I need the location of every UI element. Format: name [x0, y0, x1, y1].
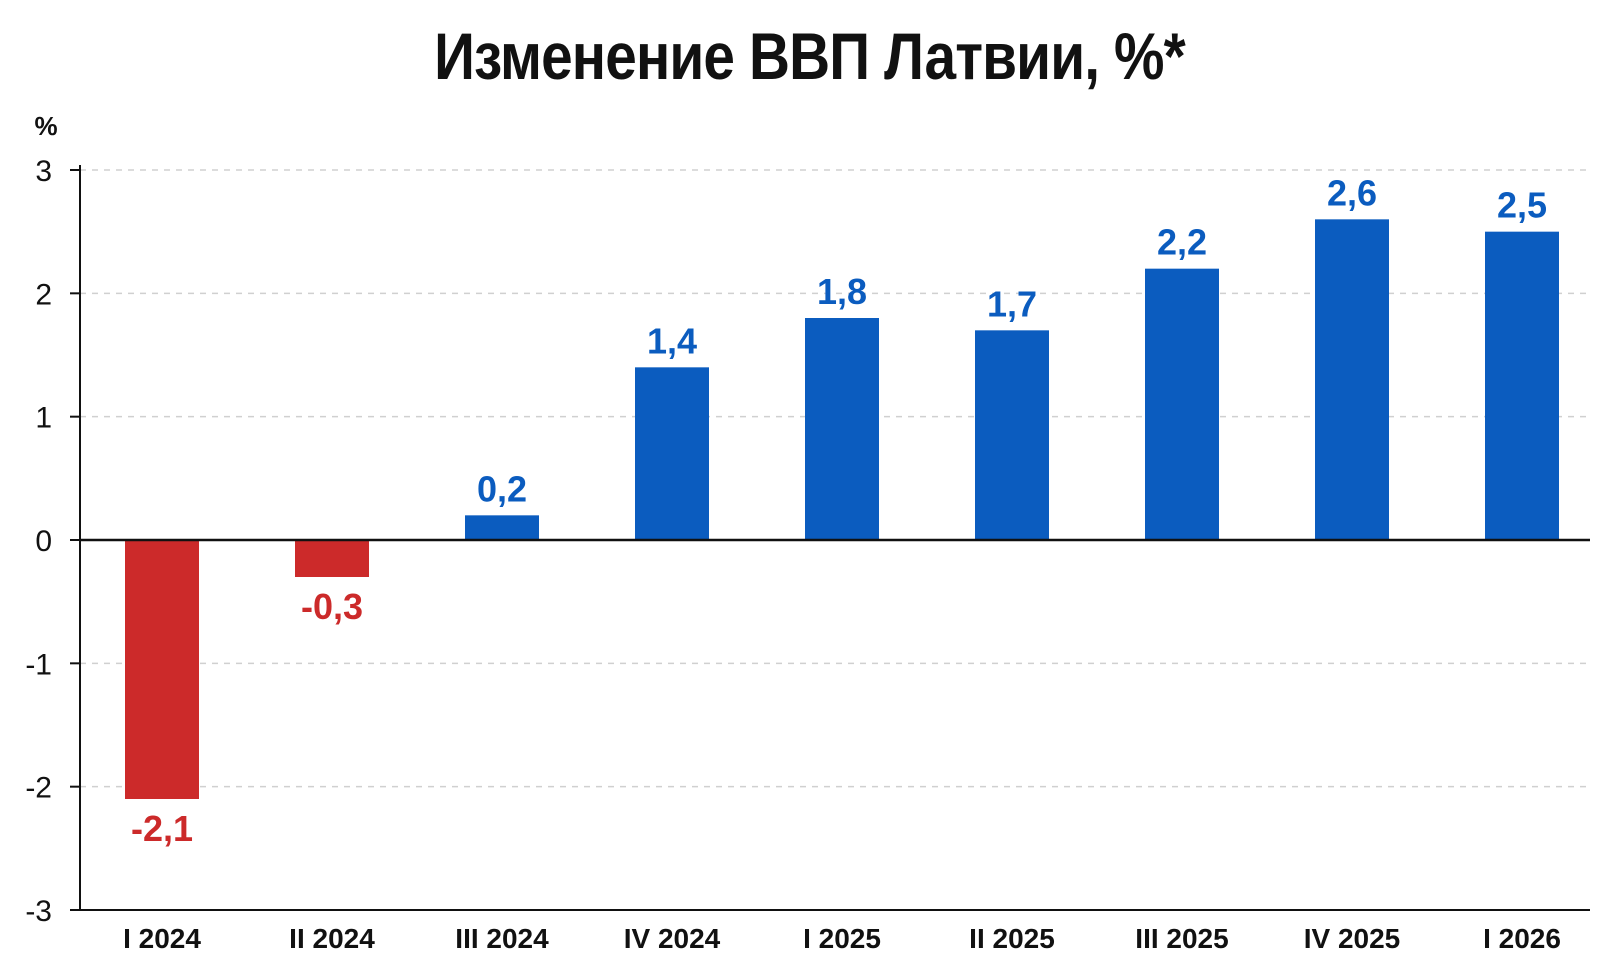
category-labels: I 2024 II 2024 III 2024 IV 2024 I 2025 II 202…: [123, 923, 1561, 954]
bar-value-label: 1,4: [647, 320, 697, 361]
bar-value-label: 2,6: [1327, 172, 1377, 213]
x-tick-label: III 2025: [1135, 923, 1228, 954]
y-axis-ticks: -3 -2 -1 0 1 2 3: [25, 155, 80, 928]
x-tick-label: II 2024: [289, 923, 375, 954]
y-tick-label: -1: [25, 648, 52, 681]
bar: [465, 515, 539, 540]
y-tick-label: 2: [35, 278, 52, 311]
value-labels: -2,1 -0,3 0,2 1,4 1,8 1,7 2,2 2,6 2,5: [131, 172, 1547, 849]
bar-value-label: 1,8: [817, 271, 867, 312]
bar-value-label: -2,1: [131, 808, 193, 849]
y-tick-label: 1: [35, 402, 52, 435]
y-tick-label: -2: [25, 772, 52, 805]
y-tick-label: 0: [35, 525, 52, 558]
bar-value-label: -0,3: [301, 586, 363, 627]
y-tick-label: 3: [35, 155, 52, 188]
bar: [1315, 219, 1389, 541]
y-axis-unit-label: %: [34, 111, 57, 141]
bar: [975, 330, 1049, 540]
chart-title: Изменение ВВП Латвии, %*: [434, 19, 1186, 93]
x-tick-label: I 2026: [1483, 923, 1561, 954]
bars: [125, 219, 1559, 799]
x-tick-label: I 2024: [123, 923, 201, 954]
bar: [125, 540, 199, 799]
x-tick-label: III 2024: [455, 923, 549, 954]
bar-value-label: 1,7: [987, 283, 1037, 324]
x-tick-label: I 2025: [803, 923, 881, 954]
bar-value-label: 0,2: [477, 468, 527, 509]
bar-value-label: 2,2: [1157, 222, 1207, 263]
bar: [295, 540, 369, 577]
y-tick-label: -3: [25, 895, 52, 928]
bar: [635, 367, 709, 540]
bar: [1485, 231, 1559, 540]
bar-value-label: 2,5: [1497, 185, 1547, 226]
x-tick-label: IV 2025: [1304, 923, 1401, 954]
x-tick-label: IV 2024: [624, 923, 721, 954]
axes: [79, 165, 1590, 911]
x-tick-label: II 2025: [969, 923, 1055, 954]
bar: [805, 318, 879, 540]
bar: [1145, 268, 1219, 540]
